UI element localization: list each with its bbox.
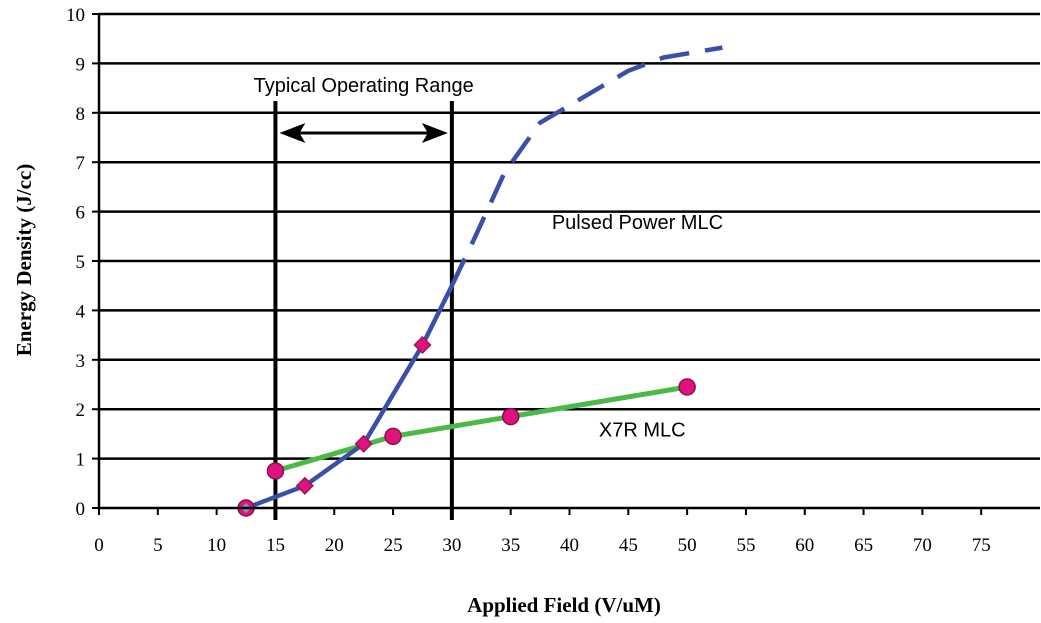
tick-label-x-45: 45 (619, 535, 638, 556)
tick-label-y-0: 0 (76, 499, 86, 520)
range-annotation-label: Typical Operating Range (254, 75, 474, 97)
pulsed-power-mlc-extrapolated-line (449, 45, 723, 287)
series-layer (236, 45, 723, 518)
tick-label-x-0: 0 (94, 535, 104, 556)
x7r-mlc-point-1 (266, 462, 285, 480)
tick-label-x-20: 20 (325, 535, 344, 556)
y-axis-title: Energy Density (J/cc) (12, 164, 36, 356)
tick-label-x-35: 35 (501, 535, 520, 556)
tick-label-y-10: 10 (66, 5, 85, 26)
tick-label-x-25: 25 (384, 535, 403, 556)
operating-range (273, 101, 454, 520)
x7r-mlc-line (272, 384, 690, 474)
tick-label-x-5: 5 (153, 535, 163, 556)
tick-label-x-30: 30 (442, 535, 461, 556)
grid-lines (99, 12, 1040, 460)
range-arrow-right-head (421, 123, 448, 143)
x7r-series-label: X7R MLC (599, 419, 686, 441)
pulsed-series-label: Pulsed Power MLC (552, 212, 723, 234)
pulsed-power-mlc-point-1 (295, 476, 314, 495)
tick-label-y-9: 9 (76, 54, 86, 75)
tick-label-x-15: 15 (266, 535, 285, 556)
tick-label-x-55: 55 (736, 535, 755, 556)
pulsed-power-mlc-point-3 (413, 335, 432, 355)
tick-label-x-10: 10 (207, 535, 226, 556)
tick-label-y-2: 2 (76, 400, 86, 421)
tick-label-x-70: 70 (913, 535, 932, 556)
tick-label-y-6: 6 (76, 203, 86, 224)
tick-label-x-65: 65 (854, 535, 873, 556)
pulsed-power-mlc-point-2 (354, 434, 373, 453)
tick-label-x-50: 50 (678, 535, 697, 556)
tick-label-x-40: 40 (560, 535, 579, 556)
tick-label-y-4: 4 (76, 301, 86, 322)
tick-label-x-75: 75 (972, 535, 991, 556)
x-axis-title: Applied Field (V/uM) (467, 593, 661, 617)
tick-label-y-3: 3 (76, 351, 86, 372)
axes (92, 13, 1040, 515)
x7r-mlc-point-3 (501, 407, 520, 426)
x7r-mlc-point-2 (384, 427, 402, 446)
tick-label-y-8: 8 (76, 104, 86, 125)
tick-label-y-7: 7 (76, 153, 86, 174)
tick-label-x-60: 60 (795, 535, 814, 556)
tick-label-y-1: 1 (76, 450, 86, 471)
x7r-mlc-point-4 (678, 378, 696, 396)
range-arrow-left-head (279, 123, 306, 143)
tick-label-y-5: 5 (76, 252, 86, 273)
